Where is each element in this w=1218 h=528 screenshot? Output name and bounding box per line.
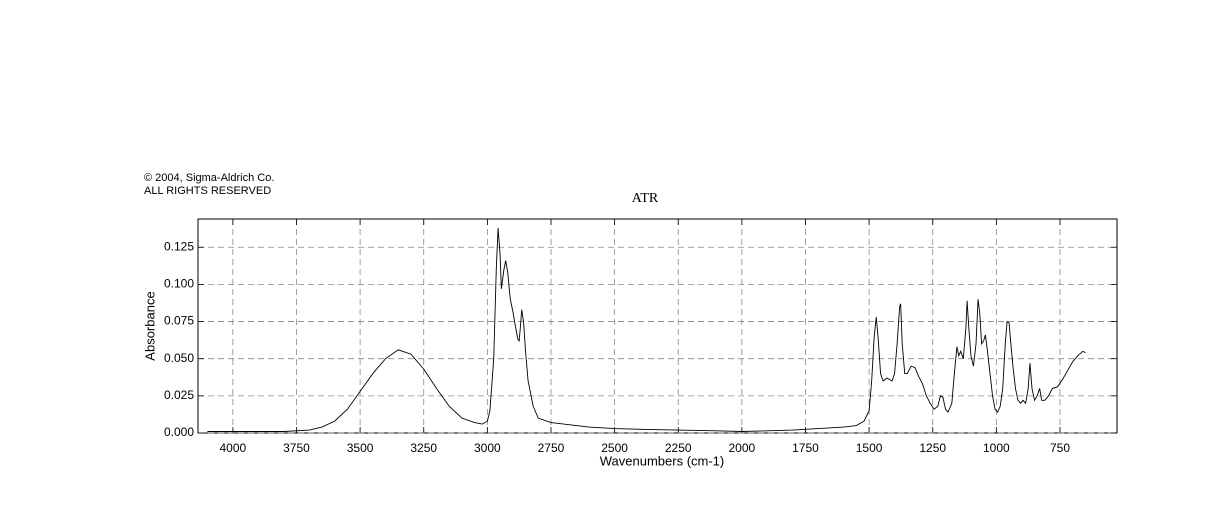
y-tick-label: 0.025 — [164, 388, 194, 402]
x-tick-label: 2500 — [601, 441, 628, 455]
x-tick-label: 1500 — [856, 441, 883, 455]
y-tick-label: 0.100 — [164, 277, 194, 291]
x-tick-label: 4000 — [220, 441, 247, 455]
y-tick-label: 0.075 — [164, 314, 194, 328]
x-tick-label: 3000 — [474, 441, 501, 455]
x-tick-label: 3500 — [347, 441, 374, 455]
y-tick-label: 0.050 — [164, 351, 194, 365]
x-tick-label: 2250 — [665, 441, 692, 455]
x-tick-label: 1000 — [983, 441, 1010, 455]
x-tick-label: 750 — [1050, 441, 1070, 455]
x-tick-label: 3750 — [283, 441, 310, 455]
rights: ALL RIGHTS RESERVED — [144, 185, 271, 197]
spectrum-line — [207, 227, 1086, 432]
y-axis-label: Absorbance — [142, 291, 157, 360]
x-tick-label: 1750 — [792, 441, 819, 455]
y-tick-label: 0.125 — [164, 239, 194, 253]
chart-title: ATR — [632, 191, 659, 206]
x-tick-label: 2750 — [538, 441, 565, 455]
x-tick-label: 1250 — [919, 441, 946, 455]
plot-frame — [197, 218, 1118, 434]
x-tick-label: 3250 — [410, 441, 437, 455]
x-tick-label: 2000 — [729, 441, 756, 455]
copyright: © 2004, Sigma-Aldrich Co. — [144, 172, 274, 184]
x-axis-label: Wavenumbers (cm-1) — [600, 453, 724, 468]
y-tick-label: 0.000 — [164, 425, 194, 439]
